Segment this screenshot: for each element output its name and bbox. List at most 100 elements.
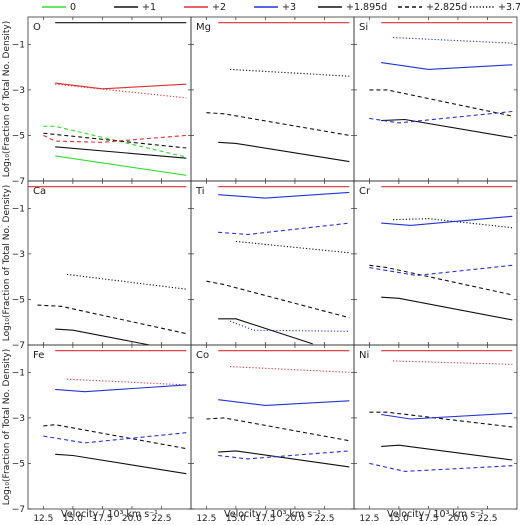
series-line (381, 444, 513, 461)
y-tick-label: −5 (12, 459, 25, 469)
legend-label-6: +3.750d (498, 2, 520, 13)
series-line (206, 417, 350, 442)
panel-label: Ti (195, 186, 205, 197)
y-axis-label: Log₁₀(Fraction of Total No. Density) (2, 349, 12, 506)
series-line (392, 360, 513, 365)
series-line (381, 62, 513, 70)
series-line (206, 280, 350, 319)
series-line (218, 222, 350, 236)
panel-label: Fe (33, 350, 44, 361)
panel-series-group (206, 186, 350, 345)
series-line (229, 366, 350, 373)
x-tick-label: 15.0 (389, 514, 409, 521)
panel-fe: Fe 12.5 15.0 17.5 20.0 22.5 −1 −3 −5 −7 Velocity /… (2, 344, 192, 524)
panel-ti: Ti (190, 180, 355, 346)
y-tick-label: −3 (12, 250, 25, 260)
x-axis-label: Velocity / 10³ km s⁻¹ (387, 509, 484, 520)
panel-series-group (206, 22, 350, 163)
x-tick-label: 15.0 (63, 514, 83, 521)
series-line (218, 450, 350, 460)
series-line (66, 273, 187, 290)
panel-frame (190, 180, 355, 346)
series-line (43, 132, 187, 149)
y-tick-label: −7 (12, 341, 25, 351)
panel-frame (353, 16, 518, 182)
series-line (381, 296, 513, 321)
series-line (229, 68, 350, 77)
series-line (55, 328, 150, 345)
panel-label: Si (359, 22, 368, 33)
series-line (381, 215, 513, 226)
panel-label: Cr (359, 186, 371, 197)
series-line (369, 411, 513, 428)
panel-frame (190, 16, 355, 182)
panel-frame (353, 180, 518, 346)
series-line (369, 264, 513, 277)
panel-series-group (369, 350, 513, 472)
series-line (369, 462, 513, 472)
y-tick-label: −1 (12, 204, 25, 214)
x-tick-label: 12.5 (196, 514, 216, 521)
y-axis-label: Log₁₀(Fraction of Total No. Density) (2, 21, 12, 178)
x-tick-label: 17.5 (255, 514, 275, 521)
legend-label-0: 0 (70, 2, 76, 13)
series-line (381, 412, 513, 420)
legend-label-3: +3 (282, 2, 296, 13)
x-tick-label: 20.0 (122, 514, 142, 521)
y-tick-label: −7 (12, 177, 25, 187)
panel-series-group (43, 22, 187, 176)
legend-label-4: +1.895d (346, 2, 387, 13)
y-tick-label: −3 (12, 414, 25, 424)
legend-label-5: +2.825d (426, 2, 467, 13)
series-line (43, 134, 187, 143)
panel-mg: Mg (190, 16, 355, 182)
series-line (43, 424, 187, 450)
y-tick-label: −1 (12, 368, 25, 378)
panel-frame (353, 344, 518, 510)
x-axis-label: Velocity / 10³ km s⁻¹ (224, 509, 321, 520)
y-tick-label: −5 (12, 131, 25, 141)
series-line (392, 218, 513, 229)
series-line (218, 450, 350, 468)
y-tick-label: −1 (12, 40, 25, 50)
x-tick-label: 17.5 (418, 514, 438, 521)
series-line (55, 453, 187, 475)
x-tick-label: 12.5 (359, 514, 379, 521)
series-line (37, 304, 187, 335)
series-line (55, 155, 187, 176)
panel-frame (27, 180, 192, 346)
series-line (55, 384, 187, 393)
x-tick-label: 22.5 (314, 514, 334, 521)
series-line (369, 264, 513, 296)
series-line (392, 36, 513, 44)
panel-label: Ni (359, 350, 369, 361)
panel-label: Ca (33, 186, 46, 197)
x-tick-label: 15.0 (226, 514, 246, 521)
x-tick-label: 22.5 (151, 514, 171, 521)
series-line (369, 89, 513, 117)
panel-series-group (369, 186, 513, 321)
panel-cr: Cr (353, 180, 518, 346)
panel-label: Mg (196, 22, 211, 33)
panel-label: O (33, 22, 41, 33)
series-line (381, 118, 513, 139)
series-line (218, 399, 350, 406)
series-line (218, 141, 350, 163)
series-line (55, 82, 187, 90)
series-line (55, 83, 187, 99)
series-line (206, 112, 350, 136)
panel-series-group (43, 350, 187, 475)
series-line (218, 191, 350, 199)
x-tick-label: 17.5 (92, 514, 112, 521)
series-line (369, 110, 513, 124)
legend-label-1: +1 (142, 2, 156, 13)
panel-si: Si (353, 16, 518, 182)
x-axis-label: Velocity / 10³ km s⁻¹ (61, 509, 158, 520)
panel-series-group (206, 350, 350, 468)
